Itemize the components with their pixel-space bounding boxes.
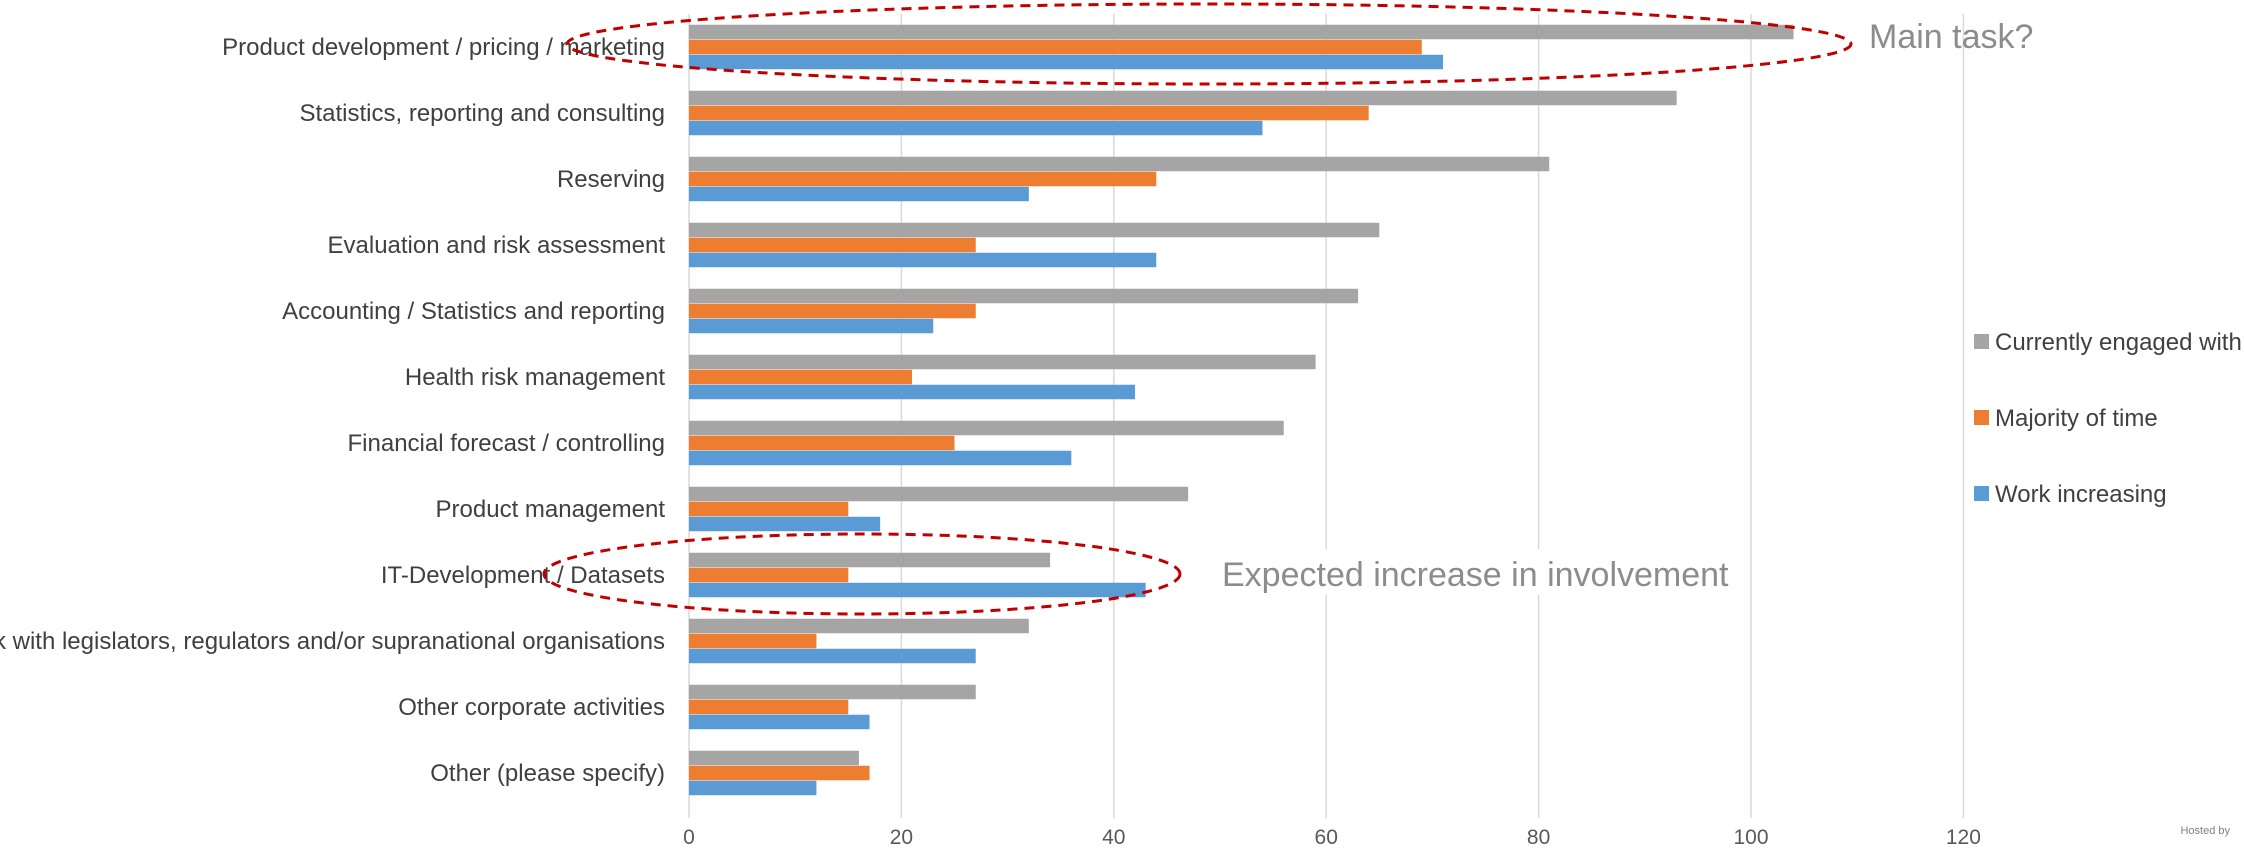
main-task-annotation: Main task? [1869, 18, 2033, 56]
bar [689, 699, 849, 715]
bar [689, 618, 1029, 634]
bar [689, 90, 1677, 106]
expected-increase-annotation: Expected increase in involvement [1222, 556, 1729, 594]
annotation-background [1215, 549, 1685, 595]
bar [689, 105, 1369, 121]
category-label: Product development / pricing / marketin… [222, 34, 665, 61]
x-tick-label: 80 [1527, 826, 1550, 848]
bar [689, 303, 976, 319]
legend: Currently engaged with Majority of time Wo… [1974, 329, 2242, 508]
bar [689, 780, 817, 796]
bar [689, 420, 1284, 436]
bar [689, 450, 1072, 466]
bar [689, 318, 934, 334]
bar [689, 552, 1051, 568]
annotations: Main task? Expected increase in involveme… [542, 2, 2033, 616]
bar [689, 156, 1550, 172]
bar [689, 120, 1263, 136]
x-tick-label: 100 [1733, 826, 1768, 848]
bar [689, 39, 1422, 55]
bar [689, 648, 976, 664]
bar [689, 765, 870, 781]
bar [689, 501, 849, 517]
x-tick-label: 20 [890, 826, 913, 848]
bar [689, 582, 1146, 598]
bar [689, 750, 859, 766]
x-tick-label: 40 [1102, 826, 1125, 848]
it-development-ellipse [542, 532, 1182, 616]
x-axis-tick-labels: 0 20 40 60 80 100 120 [683, 826, 1981, 849]
category-label: Evaluation and risk assessment [328, 232, 666, 259]
category-label: Financial forecast / controlling [348, 430, 665, 457]
category-label: Other (please specify) [430, 760, 665, 787]
bar [689, 252, 1157, 268]
bar [689, 567, 849, 583]
gridlines [688, 14, 1965, 818]
legend-label: Work increasing [1995, 481, 2167, 508]
category-label: Health risk management [405, 364, 665, 391]
bar [689, 288, 1359, 304]
bar [689, 516, 881, 532]
legend-label: Majority of time [1995, 405, 2158, 432]
bar [689, 222, 1380, 238]
bar [689, 684, 976, 700]
legend-swatch [1974, 410, 1989, 425]
main-task-ellipse [565, 2, 1853, 86]
category-label: Work with legislators, regulators and/or… [0, 628, 665, 655]
bars [689, 24, 1794, 796]
x-tick-label: 60 [1315, 826, 1338, 848]
bar [689, 171, 1157, 187]
bar [689, 384, 1136, 400]
bar [689, 237, 976, 253]
bar [689, 54, 1444, 70]
legend-label: Currently engaged with [1995, 329, 2242, 356]
hosted-by-text: Hosted by [2180, 825, 2230, 837]
bar [689, 354, 1316, 370]
x-tick-label: 120 [1946, 826, 1981, 848]
bar [689, 369, 913, 385]
x-tick-label: 0 [683, 826, 695, 848]
category-label: IT-Development / Datasets [381, 562, 665, 589]
bar [689, 435, 955, 451]
category-label: Reserving [557, 166, 665, 193]
legend-swatch [1974, 334, 1989, 349]
category-labels: Product development / pricing / marketin… [0, 34, 665, 787]
category-label: Other corporate activities [398, 694, 665, 721]
bar [689, 714, 870, 730]
category-label: Statistics, reporting and consulting [299, 100, 665, 127]
bar [689, 486, 1189, 502]
legend-swatch [1974, 486, 1989, 501]
category-label: Accounting / Statistics and reporting [282, 298, 665, 325]
category-label: Product management [436, 496, 666, 523]
bar [689, 633, 817, 649]
bar [689, 186, 1029, 202]
bar [689, 24, 1794, 40]
